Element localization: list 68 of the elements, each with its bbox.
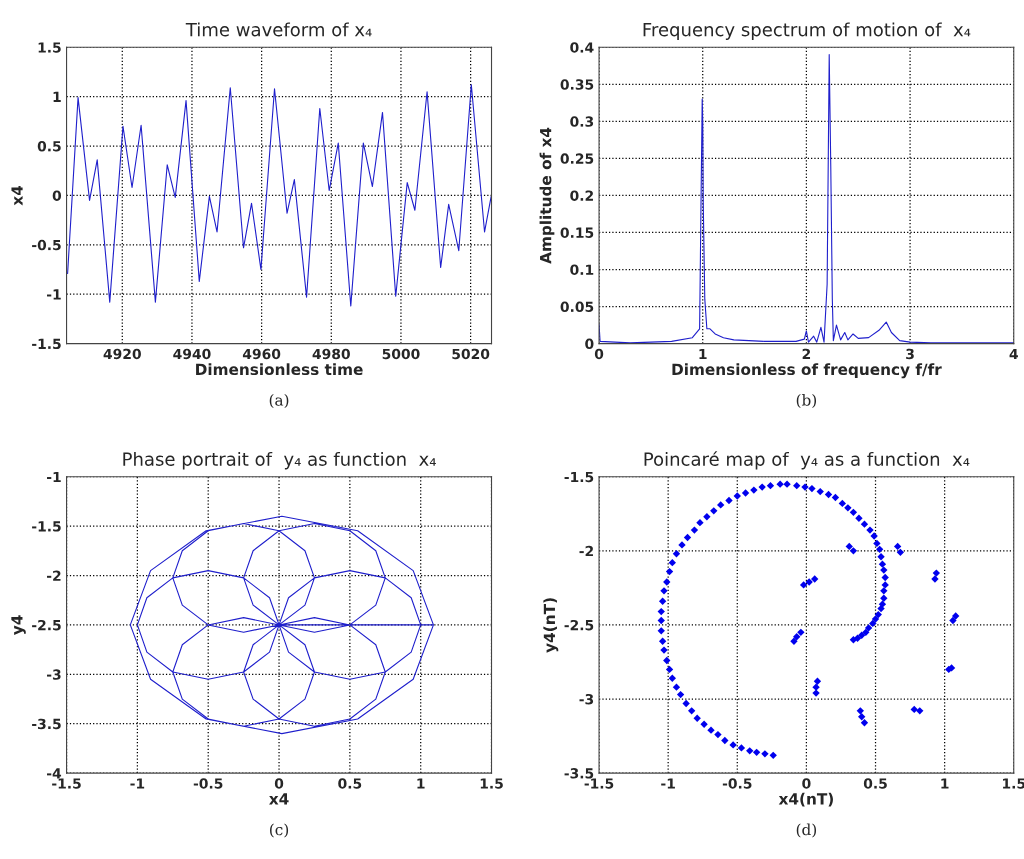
x-tick-label: 1	[941, 778, 949, 789]
y-tick-label: 0	[52, 190, 62, 201]
y-tick-label: -3.5	[564, 768, 594, 779]
text: (b)	[796, 393, 817, 408]
y-axis-title: Amplitude of x4	[539, 127, 555, 264]
y-tick-label: 0.3	[570, 116, 594, 127]
y-axis-title: x4	[11, 185, 23, 206]
y-tick-label: -0.5	[32, 239, 61, 251]
y-tick-label: -2	[47, 570, 61, 581]
x-tick-label: 0	[274, 778, 284, 789]
x-axis-title: Dimensionless time	[196, 363, 363, 376]
x-axis-title: Dimensionless of frequency f/fr	[672, 363, 942, 379]
text: (c)	[270, 823, 289, 838]
y-tick-label: 0.5	[37, 141, 61, 152]
y-tick-label: 0.15	[560, 227, 594, 238]
x-tick-label: 2	[802, 348, 811, 360]
x-tick-label: 4980	[312, 348, 350, 360]
x-axis-title: x4	[269, 793, 289, 805]
x-tick-label: 3	[906, 348, 914, 360]
y-tick-label: -2.5	[32, 619, 61, 631]
x-tick-label: -0.5	[722, 778, 752, 789]
y-tick-label: 0.2	[570, 190, 593, 201]
x-tick-label: 5020	[452, 348, 490, 360]
x-tick-label: 0	[594, 348, 604, 360]
x-tick-label: -1	[130, 778, 145, 789]
x-tick-label: 0	[802, 778, 811, 789]
y-tick-label: 1.5	[38, 42, 61, 53]
y-tick-label: -1	[47, 471, 61, 483]
y-tick-label: -3	[579, 693, 594, 705]
y-tick-label: -2	[579, 545, 593, 557]
text: (a)	[269, 393, 289, 408]
y-tick-label: -4	[47, 768, 62, 779]
x-tick-label: 0.5	[338, 778, 362, 789]
x-axis-title: x4(nT)	[778, 792, 833, 807]
x-tick-label: 1	[699, 348, 707, 360]
y-axis-title: y4	[11, 615, 26, 636]
y-tick-label: 0.1	[570, 264, 594, 275]
x-tick-label: -1	[661, 778, 675, 789]
chart-title: Frequency spectrum of motion of x₄	[643, 22, 971, 40]
x-tick-label: 0.5	[863, 778, 887, 789]
x-tick-label: 1.5	[480, 778, 503, 789]
y-tick-label: -1	[47, 289, 61, 300]
x-tick-label: 4940	[173, 348, 211, 360]
line-series	[67, 84, 492, 307]
x-tick-label: 4	[1009, 348, 1018, 360]
y-tick-label: -1.5	[32, 521, 61, 532]
x-tick-label: 5000	[382, 348, 420, 360]
y-tick-label: -1.5	[564, 471, 594, 483]
y-tick-label: -3	[47, 669, 61, 680]
y-tick-label: 0.25	[560, 153, 594, 164]
y-tick-label: 0.4	[570, 42, 594, 53]
y-tick-label: -1.5	[32, 338, 61, 350]
chart-title: Poincaré map of y₄ as a function x₄	[644, 451, 970, 470]
y-tick-label: 1	[53, 91, 61, 102]
x-tick-label: -0.5	[193, 778, 223, 789]
y-tick-label: -2.5	[564, 619, 594, 631]
y-axis-title: y4(nT)	[543, 598, 559, 653]
y-tick-label: 0	[585, 338, 594, 350]
text: (d)	[796, 823, 817, 838]
x-tick-label: 4920	[103, 348, 141, 360]
x-tick-label: 1	[417, 778, 425, 789]
y-tick-label: 0.35	[560, 79, 594, 90]
line-series	[129, 515, 434, 735]
y-tick-label: 0.05	[560, 301, 594, 313]
x-tick-label: 4960	[242, 348, 281, 360]
chart-title: Phase portrait of y₄ as function x₄	[123, 451, 436, 470]
y-tick-label: -3.5	[32, 718, 61, 730]
chart-title: Time waveform of x₄	[185, 22, 372, 37]
